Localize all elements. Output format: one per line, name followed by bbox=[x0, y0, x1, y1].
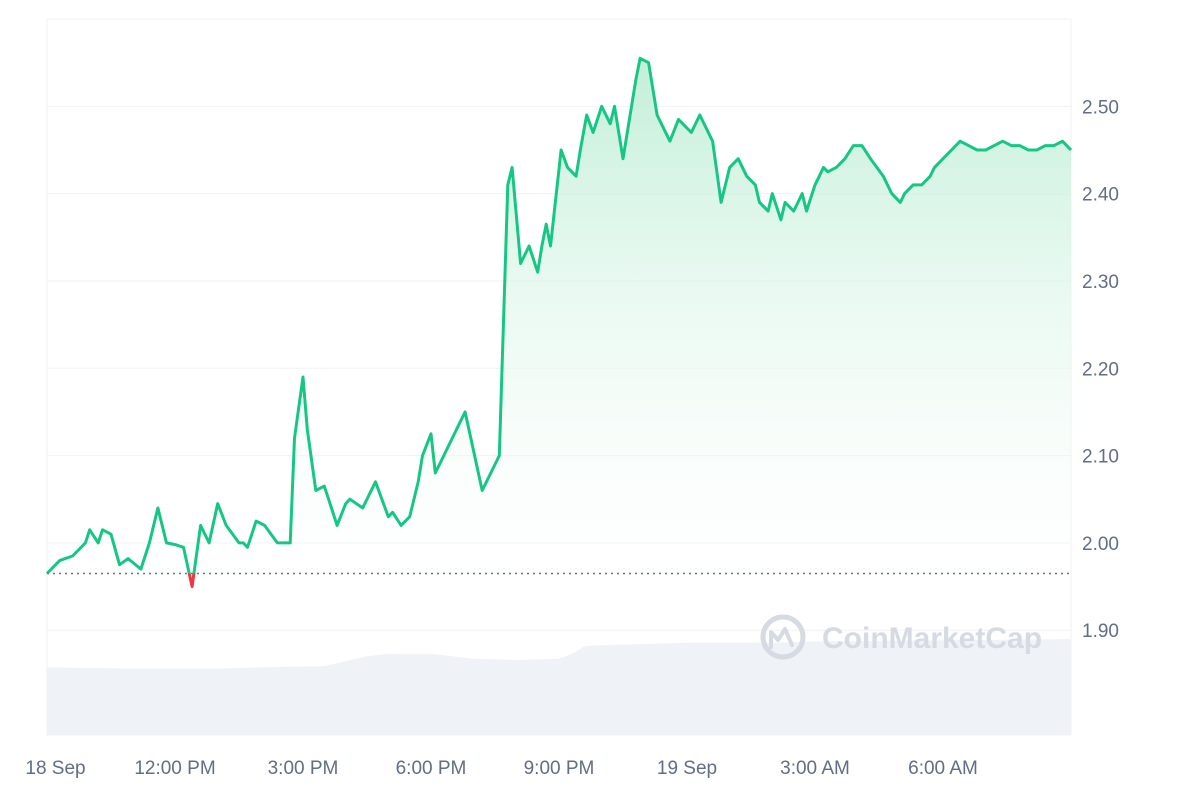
x-tick-label: 6:00 PM bbox=[396, 758, 467, 779]
y-tick-label: 2.00 bbox=[1082, 534, 1119, 555]
price-area bbox=[47, 58, 1071, 574]
y-tick-label: 2.50 bbox=[1082, 97, 1119, 118]
volume-series-area bbox=[47, 639, 1071, 735]
y-tick-label: 2.40 bbox=[1082, 185, 1119, 206]
x-tick-label: 18 Sep bbox=[25, 758, 85, 779]
x-tick-label: 9:00 PM bbox=[524, 758, 595, 779]
watermark-text: CoinMarketCap bbox=[822, 622, 1042, 655]
y-tick-label: 1.90 bbox=[1082, 621, 1119, 642]
coinmarketcap-logo-icon bbox=[760, 614, 806, 660]
x-tick-label: 3:00 PM bbox=[268, 758, 339, 779]
price-line bbox=[45, 56, 1073, 589]
x-tick-label: 6:00 AM bbox=[908, 758, 978, 779]
x-tick-label: 3:00 AM bbox=[780, 758, 850, 779]
x-tick-label: 19 Sep bbox=[657, 758, 717, 779]
x-axis-ticks: 18 Sep 12:00 PM 3:00 PM 6:00 PM 9:00 PM 19 Se… bbox=[25, 758, 977, 779]
price-area-fill bbox=[47, 58, 1071, 574]
y-axis-ticks: 1.90 2.00 2.10 2.20 2.30 2.40 2.50 bbox=[1082, 97, 1119, 642]
y-tick-label: 2.20 bbox=[1082, 359, 1119, 380]
y-tick-label: 2.30 bbox=[1082, 272, 1119, 293]
watermark: CoinMarketCap bbox=[760, 614, 1042, 660]
y-tick-label: 2.10 bbox=[1082, 447, 1119, 468]
volume-area bbox=[47, 639, 1071, 735]
x-tick-label: 12:00 PM bbox=[134, 758, 215, 779]
price-line-up bbox=[45, 56, 1073, 574]
